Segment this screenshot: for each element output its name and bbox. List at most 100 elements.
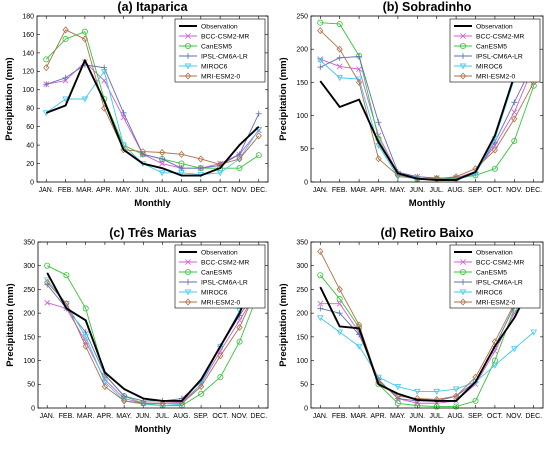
legend-label: MRI-ESM2-0 bbox=[476, 299, 515, 306]
series-line bbox=[46, 61, 260, 169]
y-tick-label: 200 bbox=[23, 311, 35, 318]
legend-label: MIROC6 bbox=[476, 289, 503, 296]
legend-label: Observation bbox=[201, 249, 238, 256]
legend-label: MRI-ESM2-0 bbox=[201, 73, 240, 80]
data-point bbox=[491, 165, 498, 172]
series-observation bbox=[45, 59, 260, 177]
data-point bbox=[101, 383, 109, 391]
legend-label: CanESM5 bbox=[201, 269, 232, 276]
data-point bbox=[317, 315, 324, 322]
data-point bbox=[336, 20, 343, 27]
data-point bbox=[317, 300, 324, 307]
y-tick-label: 150 bbox=[296, 334, 308, 341]
series-line bbox=[46, 265, 260, 402]
series-observation bbox=[319, 279, 535, 402]
data-point bbox=[317, 58, 324, 64]
data-point bbox=[491, 146, 499, 154]
data-point bbox=[511, 137, 518, 144]
legend-marker bbox=[184, 268, 191, 275]
series-line bbox=[46, 282, 260, 404]
data-point bbox=[43, 277, 51, 284]
data-point bbox=[355, 78, 363, 86]
legend-marker bbox=[459, 72, 467, 80]
legend-marker bbox=[460, 53, 466, 59]
data-point bbox=[236, 155, 243, 163]
legend-entry-observation: Observation bbox=[179, 249, 238, 256]
x-tick-label: APR. bbox=[370, 413, 386, 420]
data-point bbox=[121, 397, 128, 405]
legend-label: CanESM5 bbox=[201, 43, 232, 50]
panel-3: (c) Três Marias 0 50 100 150 200 250 300 350 JAN.… bbox=[5, 226, 269, 435]
x-tick-label: FEB. bbox=[332, 187, 348, 194]
data-point bbox=[217, 374, 224, 381]
y-tick-label: 100 bbox=[296, 113, 308, 120]
legend-entry-ipsl-cm6a-lr: IPSL-CM6A-LR bbox=[454, 279, 523, 286]
data-point bbox=[336, 54, 343, 61]
chart-title: (d) Retiro Baixo bbox=[380, 226, 473, 240]
x-tick-label: SEP. bbox=[468, 187, 483, 194]
data-point bbox=[101, 379, 109, 386]
legend-marker bbox=[185, 53, 191, 59]
data-point bbox=[433, 388, 440, 395]
data-point bbox=[317, 247, 324, 255]
x-axis-label: Monthly bbox=[134, 198, 171, 209]
series-observation bbox=[46, 265, 260, 402]
legend-label: MIROC6 bbox=[476, 63, 503, 70]
y-tick-label: 50 bbox=[300, 382, 308, 389]
panel-4: (d) Retiro Baixo 0 50 100 150 200 250 300 350 JAN… bbox=[278, 226, 544, 435]
legend-marker bbox=[184, 63, 192, 70]
legend-marker bbox=[459, 43, 466, 50]
legend-entry-bcc-csm2-mr: BCC-CSM2-MR bbox=[454, 33, 524, 40]
x-tick-label: OCT. bbox=[212, 413, 228, 420]
legend-box bbox=[449, 18, 541, 83]
x-tick-label: JUN. bbox=[410, 413, 426, 420]
data-point bbox=[140, 399, 147, 407]
data-point bbox=[178, 150, 185, 158]
data-point bbox=[44, 299, 51, 306]
data-point bbox=[414, 395, 421, 403]
x-tick-label: MAY. bbox=[116, 187, 132, 194]
y-axis-label: Precipitation (mm) bbox=[278, 283, 289, 366]
data-point bbox=[317, 19, 324, 26]
legend-marker bbox=[459, 298, 467, 306]
data-point bbox=[452, 392, 460, 400]
legend-marker bbox=[460, 259, 466, 265]
legend-entry-bcc-csm2-mr: BCC-CSM2-MR bbox=[179, 259, 249, 266]
legend-label: BCC-CSM2-MR bbox=[201, 259, 249, 266]
x-tick-label: MAY. bbox=[390, 413, 406, 420]
data-point bbox=[178, 170, 185, 177]
data-point bbox=[433, 175, 440, 183]
data-point bbox=[62, 26, 69, 34]
x-tick-label: JUN. bbox=[136, 413, 152, 420]
data-point bbox=[394, 384, 402, 391]
y-tick-label: 250 bbox=[296, 13, 308, 20]
data-point bbox=[336, 329, 343, 336]
data-point bbox=[197, 383, 205, 391]
y-tick-label: 80 bbox=[26, 106, 34, 113]
y-tick-label: 50 bbox=[27, 382, 35, 389]
x-tick-label: MAR. bbox=[77, 413, 95, 420]
data-point bbox=[82, 305, 89, 312]
legend-entry-observation: Observation bbox=[454, 249, 513, 256]
data-point bbox=[236, 338, 243, 345]
y-tick-label: 350 bbox=[23, 239, 35, 246]
y-tick-label: 50 bbox=[300, 146, 308, 153]
legend-label: IPSL-CM6A-LR bbox=[201, 53, 248, 60]
x-axis-label: Monthly bbox=[135, 424, 172, 435]
series-line bbox=[319, 248, 535, 408]
x-tick-label: MAR. bbox=[350, 413, 368, 420]
legend-marker bbox=[185, 259, 191, 265]
legend-label: BCC-CSM2-MR bbox=[476, 259, 524, 266]
data-point bbox=[255, 152, 262, 159]
legend-entry-canesm5: CanESM5 bbox=[454, 268, 507, 276]
y-tick-label: 350 bbox=[296, 239, 308, 246]
chart-title: (a) Itaparica bbox=[117, 0, 188, 14]
data-point bbox=[491, 362, 499, 369]
y-tick-label: 60 bbox=[26, 124, 34, 131]
x-tick-label: OCT. bbox=[212, 187, 228, 194]
x-tick-label: AUG. bbox=[173, 187, 190, 194]
data-point bbox=[336, 75, 343, 82]
x-tick-label: DEC. bbox=[250, 187, 267, 194]
data-point bbox=[356, 53, 363, 60]
data-point bbox=[414, 388, 421, 395]
